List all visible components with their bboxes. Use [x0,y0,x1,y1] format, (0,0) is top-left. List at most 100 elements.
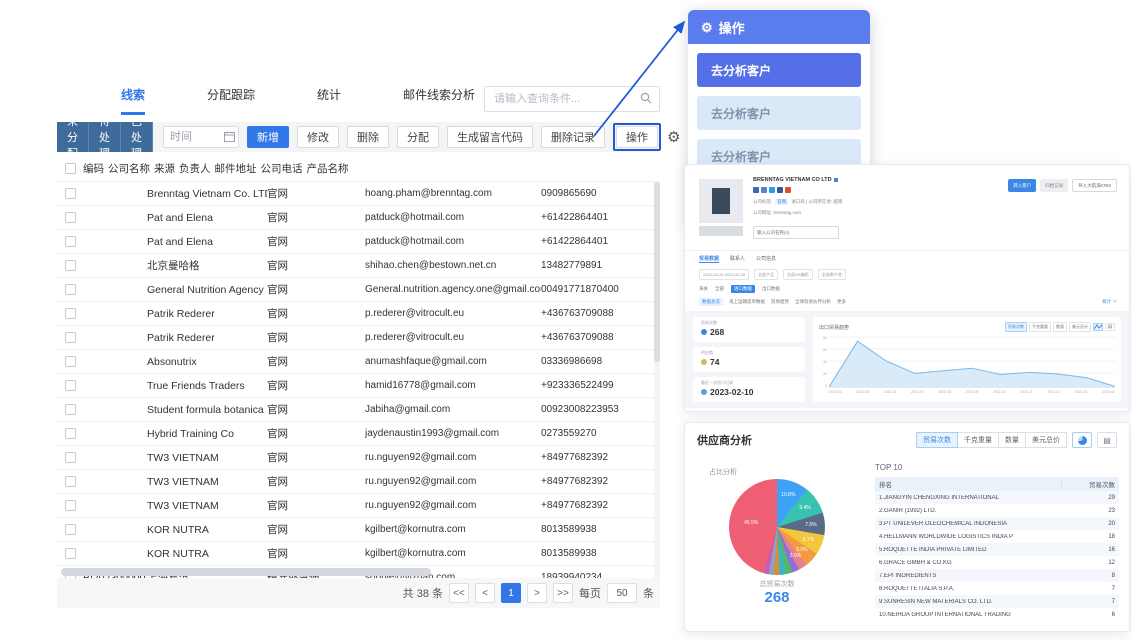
row-checkbox[interactable] [64,236,76,247]
per-page-select[interactable]: 50 [607,583,637,603]
status-filter-button[interactable]: 待处理 [89,116,121,160]
metric-button[interactable]: 数量 [998,432,1026,448]
archive-button[interactable]: 归档记录 [1040,179,1069,192]
table-view-button[interactable]: ▤ [1105,323,1115,331]
row-checkbox[interactable] [64,452,76,463]
metric-button[interactable]: 美元总价 [1025,432,1067,448]
prev-page-button[interactable]: < [475,583,495,603]
status-filter-button[interactable]: 已处理 [121,116,153,160]
next-page-button[interactable]: > [527,583,547,603]
import-crm-button[interactable]: 导入大航海CRM [1072,179,1117,192]
row-checkbox[interactable] [64,548,76,559]
row-checkbox[interactable] [64,188,76,199]
horizontal-scrollbar[interactable] [61,568,431,576]
metric-button[interactable]: 千克重量 [1029,322,1051,332]
data-mode[interactable]: 全部 [715,286,724,291]
row-checkbox[interactable] [64,356,76,367]
row-checkbox[interactable] [64,476,76,487]
metric-button[interactable]: 美元总计 [1069,322,1091,332]
table-row[interactable]: TW3 VIETNAM 官网 ru.nguyen92@gmail.com +84977… [57,446,660,470]
data-mode[interactable]: 出口数据 [762,286,780,291]
table-row[interactable]: Hybrid Training Co 官网 jaydenaustin1993@gma… [57,422,660,446]
table-row[interactable]: TW3 VIETNAM 官网 ru.nguyen92@gmail.com +84977… [57,494,660,518]
analysis-tab[interactable]: 公司信息 [756,256,777,262]
analyze-customer-button[interactable]: 去分析客户 [697,53,861,87]
filter-select[interactable]: 全部HS编码 [783,269,813,280]
add-button[interactable]: 新增 [247,126,289,148]
main-tab[interactable]: 统计 [317,88,342,102]
view-chip[interactable]: 海上运输提单数据 [729,298,765,304]
row-checkbox[interactable] [64,284,76,295]
table-row[interactable]: Pat and Elena 官网 patduck@hotmail.com +61422… [57,230,660,254]
table-view-button[interactable]: ▤ [1097,432,1117,448]
delete-button[interactable]: 删除 [347,126,389,148]
row-checkbox[interactable] [64,500,76,511]
table-row[interactable]: Pat and Elena 官网 patduck@hotmail.com +61422… [57,206,660,230]
table-row[interactable]: KOR NUTRA 官网 kgilbert@kornutra.com 80135899… [57,542,660,566]
row-checkbox[interactable] [64,212,76,223]
view-chip[interactable]: 数据总览 [699,297,723,306]
table-row[interactable]: Patrik Rederer 官网 p.rederer@vitrocult.eu +4… [57,326,660,350]
assign-button[interactable]: 分配 [397,126,439,148]
social-icon[interactable] [777,187,783,193]
metric-button[interactable]: 数量 [1053,322,1067,332]
social-icon[interactable] [785,187,791,193]
row-checkbox[interactable] [64,428,76,439]
social-icon[interactable] [769,187,775,193]
table-row[interactable]: Absonutrix 官网 anumashfaque@gmail.com 033369… [57,350,660,374]
social-icon[interactable] [761,187,767,193]
filter-select[interactable]: 全部原产地 [817,269,846,280]
filter-select[interactable]: 全部产品 [754,269,779,280]
delete-record-button[interactable]: 删除记录 [541,126,605,148]
line-view-button[interactable] [1093,323,1103,331]
analyze-customer-button[interactable]: 去分析客户 [697,96,861,130]
gear-icon[interactable]: ⚙ [667,128,681,146]
row-checkbox[interactable] [64,260,76,271]
operation-button[interactable]: 操作 [616,126,658,148]
analysis-tab[interactable]: 联系人 [730,256,746,262]
pie-view-button[interactable] [1072,432,1092,448]
supplier-value: 23 [1108,507,1115,514]
page-number-button[interactable]: 1 [501,583,521,603]
convert-customer-button[interactable]: 转入客户 [1008,179,1037,192]
view-chip[interactable]: 更多 [837,298,846,304]
data-mode[interactable]: 海关 [699,286,708,291]
row-checkbox[interactable] [64,308,76,319]
main-tab[interactable]: 分配跟踪 [207,88,256,102]
table-row[interactable]: True Friends Traders 官网 hamid16778@gmail.c… [57,374,660,398]
select-all-checkbox[interactable] [64,163,76,174]
table-row[interactable]: 北京曼哈格 官网 shihao.chen@bestown.net.cn 1348277… [57,254,660,278]
row-checkbox[interactable] [64,380,76,391]
analysis-tab[interactable]: 贸易数据 [699,255,720,263]
table-row[interactable]: KOR NUTRA 官网 kgilbert@kornutra.com 80135899… [57,518,660,542]
vertical-scrollbar[interactable] [654,182,660,578]
first-page-button[interactable]: << [449,583,469,603]
edit-button[interactable]: 修改 [297,126,339,148]
social-icon[interactable] [753,187,759,193]
table-row[interactable]: TW3 VIETNAM 官网 ru.nguyen92@gmail.com +84977… [57,470,660,494]
view-chip[interactable]: 全球贸易伙伴分析 [795,298,831,304]
main-tab[interactable]: 邮件线索分析 [403,88,476,102]
status-filter-button[interactable]: 未分配 [57,116,89,160]
main-tab[interactable]: 线索 [121,86,146,115]
row-checkbox[interactable] [64,404,76,415]
filter-select[interactable]: 2022-04-28 2023-04-28 [699,269,750,280]
table-row[interactable]: Student formula botanica 官网 Jabiha@gmail.c… [57,398,660,422]
metric-button[interactable]: 贸易次数 [916,432,958,448]
date-filter-input[interactable] [163,126,239,148]
last-page-button[interactable]: >> [553,583,573,603]
top10-header-row: 排名 贸易次数 [875,477,1119,491]
stats-link[interactable]: 统计 ∨ [1102,298,1117,304]
view-chip[interactable]: 贸易趋势 [771,298,789,304]
table-row[interactable]: Brenntag Vietnam Co. LTD 官网 hoang.pham@bre… [57,182,660,206]
data-mode[interactable]: 进口数据 [731,285,755,293]
row-checkbox[interactable] [64,524,76,535]
company-search-input[interactable] [753,226,839,239]
table-row[interactable]: Patrik Rederer 官网 p.rederer@vitrocult.eu +4… [57,302,660,326]
search-input[interactable] [484,86,660,112]
table-row[interactable]: General Nutrition Agency ... 官网 General.nu… [57,278,660,302]
row-checkbox[interactable] [64,332,76,343]
metric-button[interactable]: 贸易次数 [1005,322,1027,332]
generate-code-button[interactable]: 生成留言代码 [447,126,533,148]
metric-button[interactable]: 千克重量 [957,432,999,448]
